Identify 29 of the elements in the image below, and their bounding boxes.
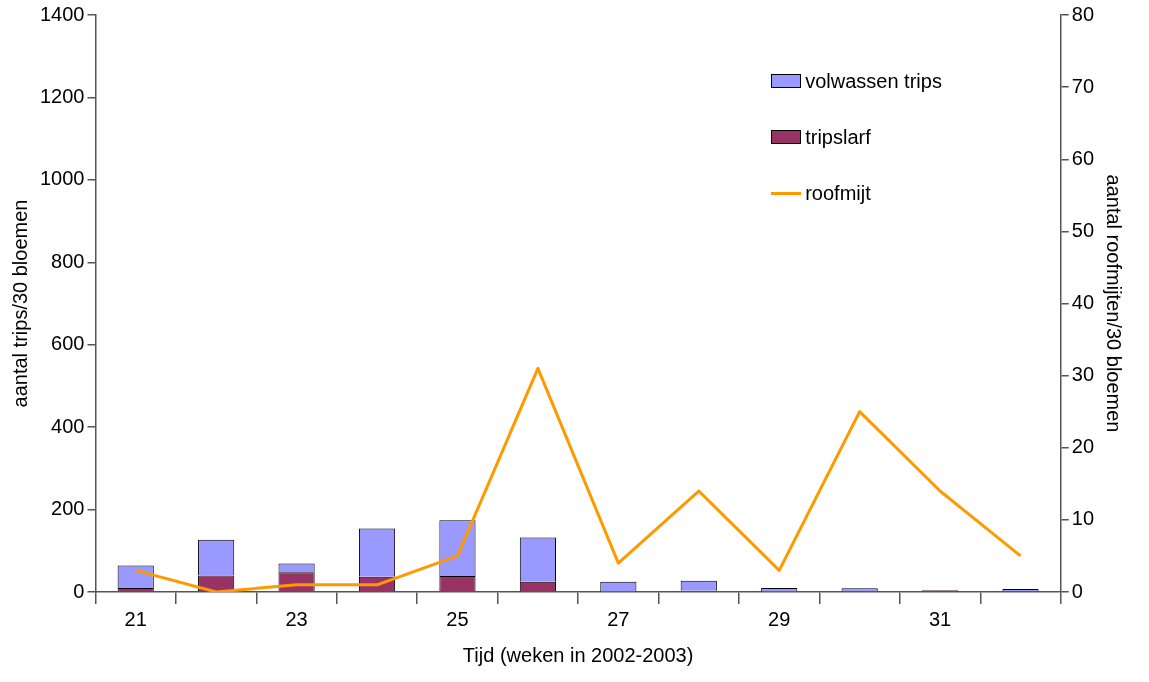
x-tick-label: 27 — [607, 607, 630, 630]
y2-tick-label: 60 — [1071, 146, 1094, 169]
x-tick-label: 23 — [285, 607, 308, 630]
y-tick-label: 600 — [51, 332, 85, 355]
y-tick-label: 200 — [51, 497, 85, 520]
y-tick-label: 1000 — [39, 167, 85, 190]
x-tick-label: 25 — [446, 607, 469, 630]
y2-tick-label: 50 — [1071, 218, 1094, 241]
legend-label: volwassen trips — [805, 69, 942, 93]
y2-tick-label: 70 — [1071, 74, 1094, 97]
y2-tick-label: 40 — [1071, 291, 1094, 314]
y2-axis-title: aantal roofmijten/30 bloemen — [1103, 174, 1126, 433]
y2-tick-label: 80 — [1071, 2, 1094, 25]
x-tick-label: 29 — [768, 607, 791, 630]
y-tick-label: 1200 — [39, 84, 85, 107]
x-tick-label: 21 — [124, 607, 147, 630]
y-tick-label: 1400 — [39, 2, 85, 25]
y-tick-label: 400 — [51, 414, 85, 437]
y-tick-label: 800 — [51, 249, 85, 272]
y2-tick-label: 10 — [1071, 507, 1094, 530]
x-axis-title: Tijd (weken in 2002-2003) — [462, 643, 694, 666]
y-tick-label: 0 — [73, 579, 85, 602]
y2-tick-label: 30 — [1071, 363, 1094, 386]
y2-tick-label: 0 — [1071, 579, 1083, 602]
x-tick-label: 31 — [928, 607, 952, 630]
y2-tick-label: 20 — [1071, 435, 1094, 458]
y-axis-title: aantal trips/30 bloemen — [8, 199, 31, 408]
legend-label: roofmijt — [805, 181, 871, 205]
legend-label: tripslarf — [805, 125, 871, 149]
